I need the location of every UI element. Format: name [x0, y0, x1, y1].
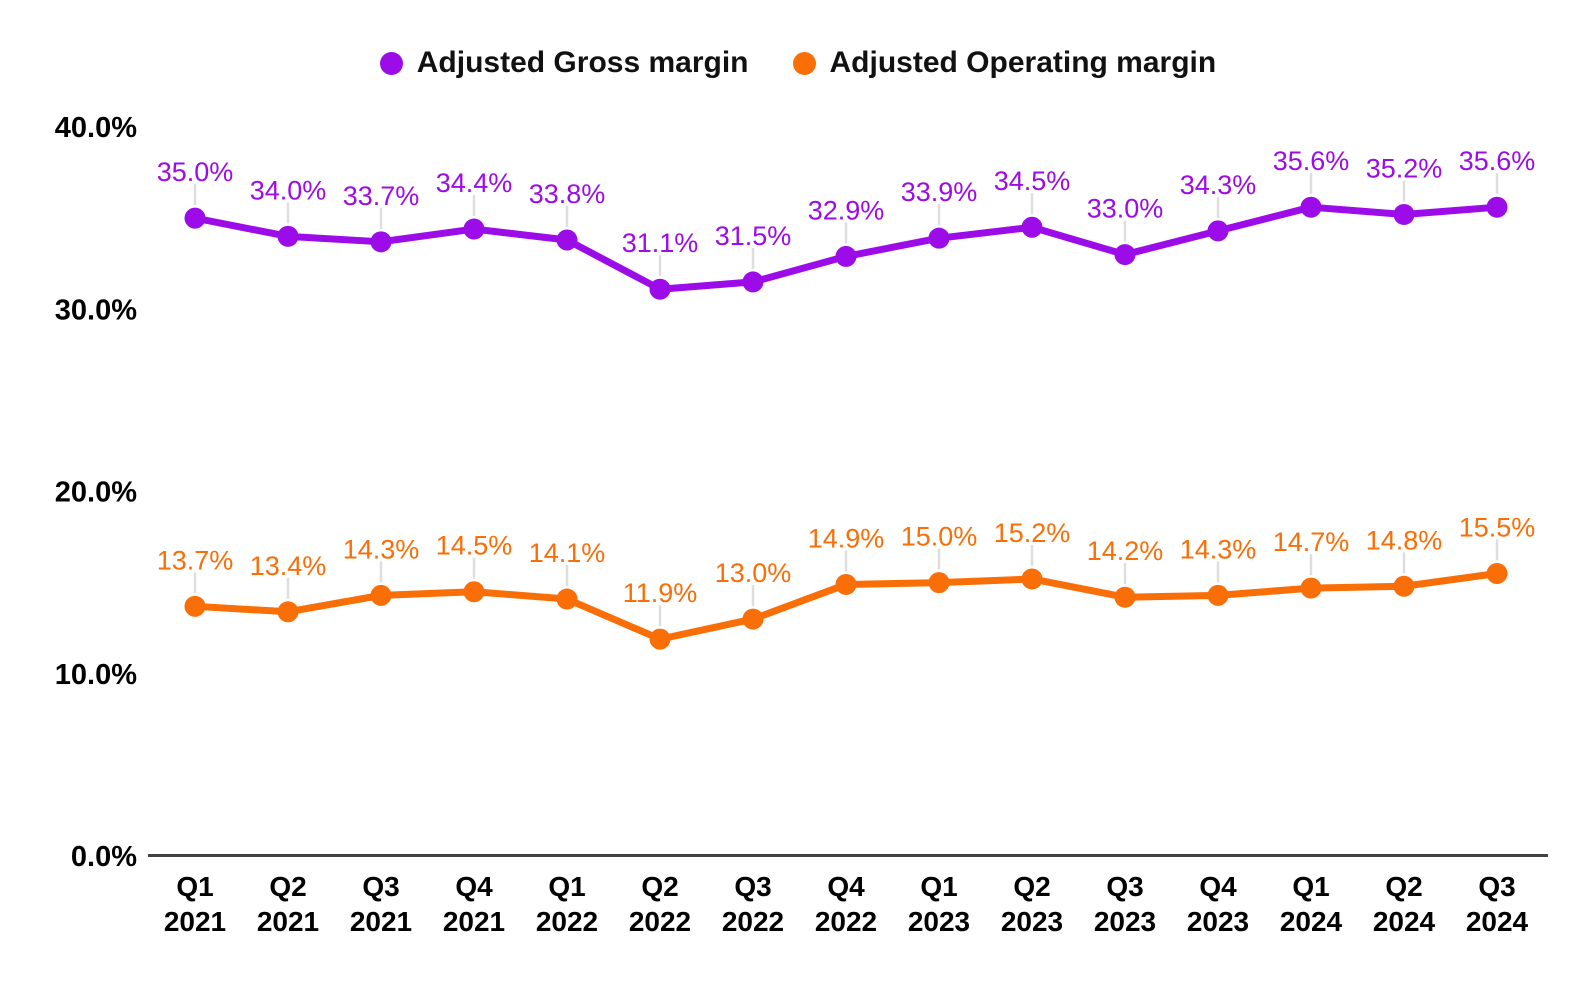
data-point-label: 31.5% [715, 221, 792, 251]
data-point-label: 14.3% [1180, 534, 1257, 564]
data-point[interactable] [184, 595, 206, 617]
x-axis-tick-label: Q2 2024 [1373, 871, 1436, 937]
x-axis-tick-label: Q3 2022 [722, 871, 784, 937]
x-axis-tick-label: Q4 2023 [1187, 871, 1249, 937]
legend-item-label: Adjusted Gross margin [416, 46, 749, 79]
x-axis-tick-label: Q2 2022 [629, 871, 691, 937]
data-point-label: 11.9% [623, 578, 698, 608]
data-point-label: 15.0% [901, 522, 978, 552]
data-point[interactable] [556, 229, 578, 251]
data-point[interactable] [184, 207, 206, 229]
x-axis-tick-label: Q2 2021 [257, 871, 319, 937]
data-point[interactable] [1393, 575, 1415, 597]
x-axis-tick-label: Q3 2024 [1466, 871, 1529, 937]
data-point-label: 34.5% [994, 166, 1071, 196]
data-point-label: 14.8% [1366, 525, 1443, 555]
y-axis-tick-label: 40.0% [55, 112, 137, 144]
data-point-label: 15.2% [994, 518, 1071, 548]
data-point[interactable] [928, 227, 950, 249]
x-axis-tick-label: Q1 2023 [908, 871, 970, 937]
legend-item-label: Adjusted Operating margin [829, 46, 1217, 79]
y-axis-tick-label: 10.0% [55, 659, 137, 691]
data-point-label: 32.9% [808, 195, 885, 225]
data-point-label: 33.8% [529, 179, 606, 209]
data-point[interactable] [1486, 196, 1508, 218]
data-point[interactable] [370, 231, 392, 253]
data-point[interactable] [742, 271, 764, 293]
data-point[interactable] [1393, 203, 1415, 225]
data-point-label: 34.0% [250, 175, 327, 205]
data-point-label: 14.5% [436, 531, 513, 561]
data-point[interactable] [463, 218, 485, 240]
data-point-label: 34.3% [1180, 170, 1257, 200]
chart-legend: Adjusted Gross margin Adjusted Operating… [0, 46, 1596, 80]
data-point[interactable] [1207, 220, 1229, 242]
data-point-label: 35.6% [1273, 146, 1350, 176]
x-axis-tick-label: Q2 2023 [1001, 871, 1063, 937]
data-point-label: 33.0% [1087, 194, 1164, 224]
y-axis-tick-label: 0.0% [71, 841, 137, 873]
data-point-label: 13.0% [715, 558, 792, 588]
data-point-label: 14.2% [1087, 536, 1164, 566]
data-point[interactable] [649, 278, 671, 300]
data-point[interactable] [1486, 563, 1508, 585]
data-point[interactable] [1021, 568, 1043, 590]
legend-item-adjusted-gross-margin[interactable]: Adjusted Gross margin [379, 46, 749, 80]
data-point-label: 14.1% [529, 538, 606, 568]
data-point[interactable] [1300, 577, 1322, 599]
data-point-label: 14.3% [343, 534, 420, 564]
data-point[interactable] [928, 572, 950, 594]
x-axis-tick-label: Q1 2024 [1280, 871, 1343, 937]
data-point-label: 31.1% [622, 228, 699, 258]
x-axis-tick-label: Q4 2021 [443, 871, 505, 937]
data-point[interactable] [835, 245, 857, 267]
data-point[interactable] [1114, 244, 1136, 266]
data-point[interactable] [1207, 584, 1229, 606]
data-point[interactable] [649, 628, 671, 650]
data-point-label: 14.7% [1273, 527, 1350, 557]
data-point[interactable] [742, 608, 764, 630]
data-point[interactable] [370, 584, 392, 606]
x-axis-tick-label: Q4 2022 [815, 871, 877, 937]
data-point-label: 15.5% [1459, 513, 1536, 543]
x-axis-tick-label: Q3 2023 [1094, 871, 1156, 937]
data-point-label: 14.9% [808, 523, 885, 553]
data-point-label: 35.2% [1366, 153, 1443, 183]
data-point-label: 33.7% [343, 181, 420, 211]
data-point[interactable] [277, 225, 299, 247]
x-axis-tick-label: Q3 2021 [350, 871, 412, 937]
data-point-label: 35.6% [1459, 146, 1536, 176]
legend-item-adjusted-operating-margin[interactable]: Adjusted Operating margin [792, 46, 1217, 80]
data-point[interactable] [835, 573, 857, 595]
legend-dot-icon [792, 51, 816, 75]
data-point[interactable] [277, 601, 299, 623]
data-point-label: 35.0% [157, 157, 234, 187]
data-point[interactable] [1300, 196, 1322, 218]
data-point[interactable] [1114, 586, 1136, 608]
x-axis-tick-label: Q1 2022 [536, 871, 598, 937]
data-point-label: 33.9% [901, 177, 978, 207]
y-axis-tick-label: 30.0% [55, 294, 137, 326]
data-point-label: 13.4% [250, 551, 327, 581]
legend-dot-icon [379, 51, 403, 75]
data-point-label: 34.4% [436, 168, 513, 198]
data-point[interactable] [556, 588, 578, 610]
x-axis-tick-label: Q1 2021 [164, 871, 226, 937]
data-point-label: 13.7% [157, 545, 234, 575]
data-point[interactable] [1021, 216, 1043, 238]
data-point[interactable] [463, 581, 485, 603]
y-axis-tick-label: 20.0% [55, 477, 137, 509]
